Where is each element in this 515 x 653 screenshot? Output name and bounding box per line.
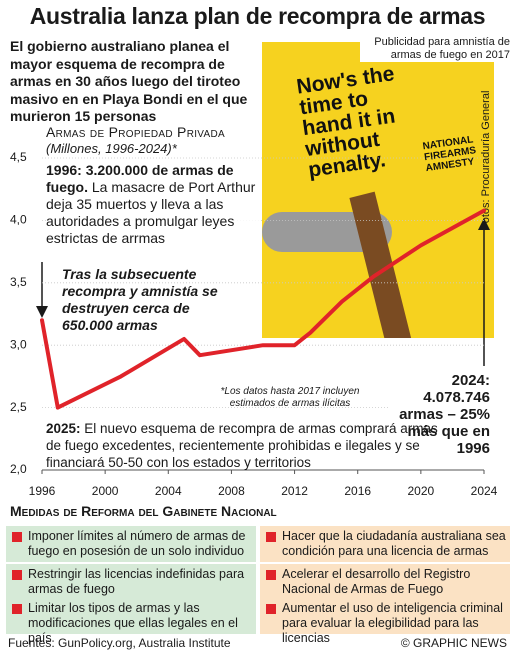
- y-tick-label: 4,5: [10, 150, 27, 164]
- x-tick-label: 2004: [155, 484, 182, 498]
- measure: Limitar los tipos de armas y las modific…: [6, 598, 256, 645]
- x-tick-label: 2020: [408, 484, 435, 498]
- x-tick-label: 2024: [471, 484, 498, 498]
- y-tick-label: 3,5: [10, 275, 27, 289]
- measure: Restringir las licencias indefinidas par…: [6, 564, 256, 600]
- annotation-1996-bold: 1996: 3.200.000 de armas de fuego.: [46, 162, 234, 195]
- chart-title: Armas de Propiedad Privada: [46, 124, 225, 140]
- chart-subtitle: (Millones, 1996-2024)*: [46, 141, 177, 156]
- annotation-1996-text: La masacre de Port Arthur deja 35 muerto…: [46, 179, 256, 246]
- x-tick-label: 2008: [218, 484, 245, 498]
- sources: Fuentes: GunPolicy.org, Australia Instit…: [8, 636, 231, 650]
- annotation-2025-text: El nuevo esquema de recompra de armas co…: [46, 421, 438, 470]
- x-tick-label: 2016: [344, 484, 371, 498]
- title: Australia lanza plan de recompra de arma…: [29, 3, 486, 29]
- measure: Acelerar el desarrollo del Registro Naci…: [260, 564, 510, 600]
- measures-title: Medidas de Reforma del Gabinete Nacional: [10, 503, 277, 519]
- intro: El gobierno australiano planea el mayor …: [10, 38, 248, 124]
- credit: © GRAPHIC NEWS: [400, 636, 507, 650]
- poster-caption: Publicidad para amnistía de armas de fue…: [360, 36, 510, 62]
- measure: Hacer que la ciudadanía australiana sea …: [260, 526, 510, 562]
- annotation-2025: 2025: El nuevo esquema de recompra de ar…: [46, 420, 451, 471]
- y-tick-label: 2,0: [10, 462, 27, 476]
- y-tick-label: 3,0: [10, 337, 27, 351]
- annotation-2024: 2024: 4.078.746 armas – 25% más que en 1…: [390, 372, 490, 457]
- footnote: *Los datos hasta 2017 incluyen estimados…: [220, 386, 360, 409]
- y-tick-label: 4,0: [10, 213, 27, 227]
- measure: Aumentar el uso de inteligencia criminal…: [260, 598, 510, 645]
- poster: Now's the time to hand it in without pen…: [262, 42, 494, 338]
- x-tick-label: 2000: [92, 484, 119, 498]
- annotation-1996: 1996: 3.200.000 de armas de fuego. La ma…: [46, 162, 260, 247]
- measure: Imponer límites al número de armas de fu…: [6, 526, 256, 562]
- annotation-buyback: Tras la subsecuente recompra y amnistía …: [62, 266, 218, 333]
- x-tick-label: 1996: [29, 484, 56, 498]
- data-line: [40, 208, 486, 410]
- x-tick-label: 2012: [281, 484, 308, 498]
- y-tick-label: 2,5: [10, 400, 27, 414]
- annotation-2025-bold: 2025:: [46, 421, 81, 436]
